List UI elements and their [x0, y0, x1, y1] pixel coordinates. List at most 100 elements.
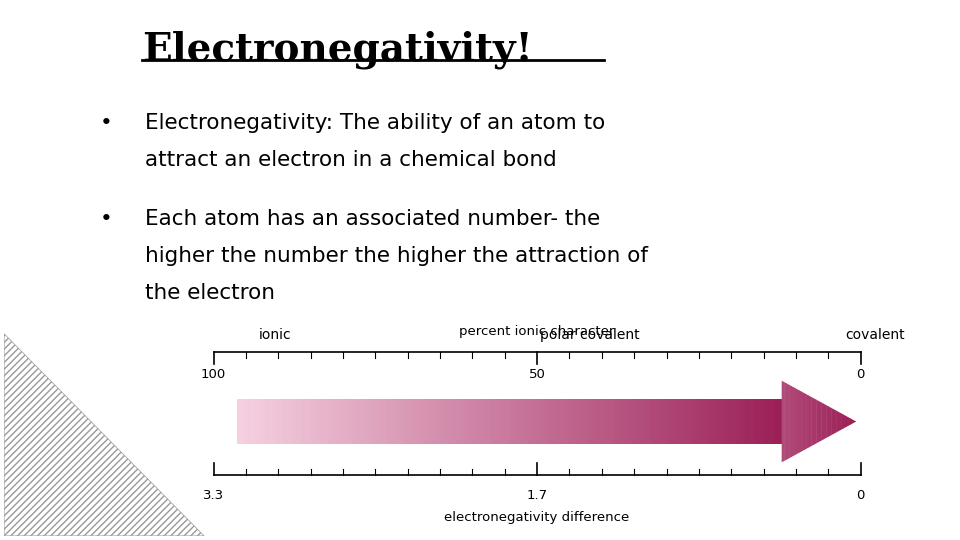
Bar: [505, 399, 510, 444]
Bar: [541, 399, 546, 444]
Bar: [400, 399, 406, 444]
Text: •: •: [99, 113, 112, 133]
Bar: [596, 399, 601, 444]
Bar: [718, 399, 723, 444]
Bar: [378, 399, 383, 444]
Bar: [600, 399, 605, 444]
Text: Electronegativity: The ability of an atom to: Electronegativity: The ability of an ato…: [145, 113, 605, 133]
Bar: [355, 399, 360, 444]
Bar: [328, 399, 333, 444]
Bar: [682, 399, 687, 444]
Text: electronegativity difference: electronegativity difference: [444, 511, 630, 524]
Bar: [632, 399, 637, 444]
Bar: [773, 399, 778, 444]
Polygon shape: [784, 382, 787, 461]
Bar: [523, 399, 528, 444]
Bar: [310, 399, 315, 444]
Polygon shape: [792, 386, 795, 457]
Polygon shape: [853, 420, 856, 423]
Polygon shape: [824, 404, 827, 439]
Bar: [587, 399, 591, 444]
Bar: [578, 399, 583, 444]
Bar: [573, 399, 578, 444]
Bar: [518, 399, 523, 444]
Polygon shape: [811, 397, 814, 446]
Text: 100: 100: [201, 368, 227, 381]
Text: attract an electron in a chemical bond: attract an electron in a chemical bond: [145, 150, 557, 171]
Polygon shape: [781, 381, 784, 462]
Bar: [582, 399, 588, 444]
Bar: [623, 399, 628, 444]
Bar: [500, 399, 506, 444]
Bar: [650, 399, 655, 444]
Bar: [437, 399, 442, 444]
Bar: [442, 399, 446, 444]
Bar: [265, 399, 270, 444]
Bar: [247, 399, 252, 444]
Bar: [723, 399, 728, 444]
Bar: [482, 399, 488, 444]
Bar: [732, 399, 736, 444]
Bar: [613, 399, 619, 444]
Bar: [237, 399, 242, 444]
Polygon shape: [844, 415, 847, 428]
Bar: [778, 399, 782, 444]
Bar: [655, 399, 660, 444]
Bar: [423, 399, 428, 444]
Polygon shape: [831, 408, 834, 435]
Bar: [560, 399, 564, 444]
Bar: [255, 399, 260, 444]
Polygon shape: [797, 389, 800, 454]
Text: covalent: covalent: [845, 328, 904, 342]
Bar: [768, 399, 773, 444]
Text: higher the number the higher the attraction of: higher the number the higher the attract…: [145, 246, 648, 266]
Bar: [478, 399, 483, 444]
Bar: [392, 399, 396, 444]
Text: ionic: ionic: [259, 328, 292, 342]
Bar: [628, 399, 633, 444]
Text: 0: 0: [856, 368, 865, 381]
Bar: [300, 399, 306, 444]
Bar: [287, 399, 292, 444]
Bar: [546, 399, 551, 444]
Bar: [691, 399, 696, 444]
Bar: [568, 399, 573, 444]
Text: 0: 0: [856, 489, 865, 502]
Bar: [564, 399, 569, 444]
Text: percent ionic character: percent ionic character: [460, 325, 614, 338]
Bar: [618, 399, 623, 444]
Bar: [705, 399, 709, 444]
Bar: [636, 399, 641, 444]
Polygon shape: [839, 412, 842, 431]
Bar: [292, 399, 297, 444]
Bar: [759, 399, 764, 444]
Bar: [550, 399, 555, 444]
Bar: [414, 399, 420, 444]
Bar: [713, 399, 719, 444]
Polygon shape: [804, 393, 807, 450]
Bar: [591, 399, 596, 444]
Text: 1.7: 1.7: [526, 489, 547, 502]
Bar: [532, 399, 538, 444]
Bar: [492, 399, 496, 444]
Bar: [668, 399, 673, 444]
Polygon shape: [802, 392, 804, 451]
Polygon shape: [836, 411, 839, 433]
Bar: [695, 399, 701, 444]
Bar: [487, 399, 492, 444]
Polygon shape: [851, 419, 853, 424]
Bar: [347, 399, 351, 444]
Bar: [645, 399, 651, 444]
Bar: [678, 399, 683, 444]
Bar: [342, 399, 347, 444]
Bar: [387, 399, 392, 444]
Bar: [750, 399, 755, 444]
Polygon shape: [828, 407, 831, 436]
Bar: [728, 399, 732, 444]
Bar: [396, 399, 401, 444]
Bar: [660, 399, 664, 444]
Bar: [365, 399, 370, 444]
Bar: [745, 399, 751, 444]
Polygon shape: [809, 396, 812, 447]
Bar: [251, 399, 256, 444]
